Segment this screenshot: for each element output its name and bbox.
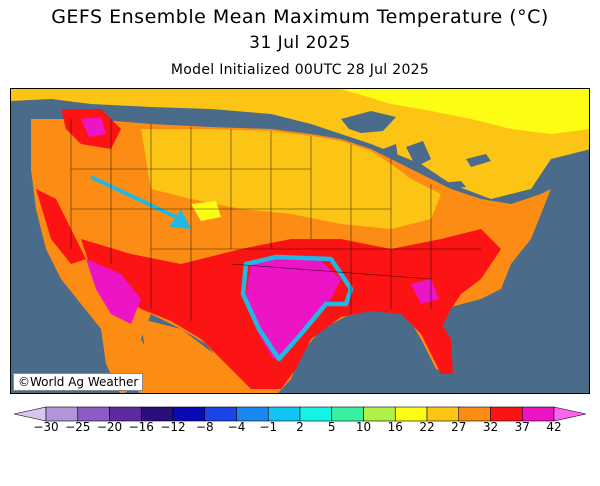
legend-tick-label: 16 bbox=[387, 420, 403, 434]
canada-north-yellow bbox=[341, 89, 589, 134]
southeast-pink bbox=[411, 279, 439, 304]
legend-tick-label: −8 bbox=[195, 420, 214, 434]
legend-tick-label: −12 bbox=[160, 420, 186, 434]
legend-color-swatch bbox=[109, 406, 142, 422]
legend-tick-label: −1 bbox=[259, 420, 278, 434]
legend-color-swatch bbox=[458, 406, 491, 422]
legend-color-swatch bbox=[172, 406, 206, 422]
legend-color-swatch bbox=[490, 406, 523, 422]
great-lakes bbox=[341, 111, 491, 191]
legend-tick-label: 27 bbox=[451, 420, 467, 434]
annotation-arrow bbox=[90, 175, 191, 229]
map-title: GEFS Ensemble Mean Maximum Temperature (… bbox=[51, 6, 549, 28]
legend-color-swatch bbox=[394, 406, 428, 422]
legend-color-swatch bbox=[299, 406, 333, 422]
legend-tick-label: −30 bbox=[33, 420, 59, 434]
legend-color-swatch bbox=[553, 406, 586, 422]
legend-tick-label: −20 bbox=[96, 420, 123, 434]
legend-tick-label: −16 bbox=[128, 420, 154, 434]
texas-pink bbox=[246, 257, 341, 359]
canada-region bbox=[11, 89, 589, 199]
valid-date: 31 Jul 2025 bbox=[249, 33, 351, 53]
legend-tick-label: 42 bbox=[546, 420, 562, 434]
legend-color-swatch bbox=[236, 406, 269, 422]
legend-color-swatch bbox=[363, 406, 396, 422]
model-init-label: Model Initialized 00UTC 28 Jul 2025 bbox=[170, 62, 430, 78]
legend-color-swatch bbox=[267, 406, 301, 422]
legend-ticks: −30 −25 −20 −16 −12 −8 −4 −1 2 5 10 16 22 27 32 37 42 bbox=[0, 420, 600, 440]
northwest-hotspot bbox=[81, 117, 106, 137]
legend-color-swatch bbox=[331, 406, 364, 422]
west-red bbox=[36, 189, 86, 264]
legend-color-swatch bbox=[140, 406, 174, 422]
legend-tick-label: 2 bbox=[296, 420, 304, 434]
state-lines bbox=[70, 119, 481, 321]
map-graphic bbox=[11, 89, 589, 393]
legend-tick-label: 22 bbox=[419, 420, 435, 434]
credit-label: ©World Ag Weather bbox=[13, 373, 144, 391]
legend-tick-label: 32 bbox=[482, 420, 499, 434]
legend-color-swatch bbox=[521, 406, 555, 422]
legend-tick-label: 5 bbox=[327, 420, 336, 434]
legend-color-swatch bbox=[77, 406, 110, 422]
colorado-cool-spot bbox=[191, 201, 221, 221]
temperature-map: ©World Ag Weather bbox=[10, 88, 590, 394]
legend-tick-label: −4 bbox=[227, 420, 246, 434]
legend-color-swatch bbox=[45, 406, 79, 422]
mexico bbox=[141, 319, 240, 393]
southwest-pink bbox=[86, 259, 141, 324]
legend-color-swatch bbox=[14, 406, 47, 422]
legend-tick-label: −25 bbox=[65, 420, 91, 434]
color-legend-bar bbox=[14, 406, 586, 422]
legend-color-swatch bbox=[204, 406, 237, 422]
annotation-outline bbox=[240, 254, 354, 362]
florida bbox=[411, 314, 453, 374]
legend-tick-label: 37 bbox=[514, 420, 530, 434]
legend-color-swatch bbox=[426, 406, 460, 422]
legend-tick-label: 10 bbox=[355, 420, 372, 434]
